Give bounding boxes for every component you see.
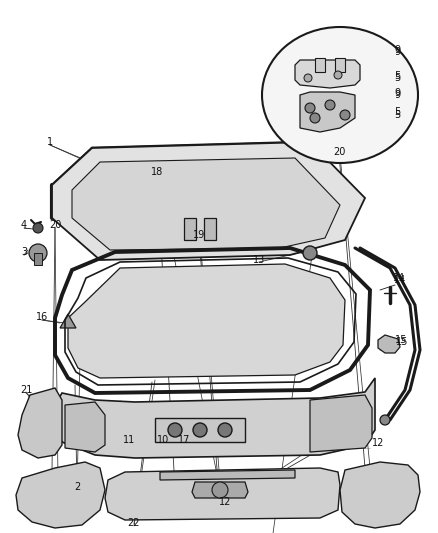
Text: 20: 20: [333, 147, 345, 157]
Circle shape: [325, 100, 335, 110]
Polygon shape: [55, 378, 375, 458]
Text: 18: 18: [151, 167, 163, 177]
Text: 22: 22: [128, 518, 140, 528]
Text: 16: 16: [36, 312, 48, 322]
Text: 1: 1: [47, 137, 53, 147]
Circle shape: [334, 71, 342, 79]
Circle shape: [33, 223, 43, 233]
Polygon shape: [155, 418, 245, 442]
Text: 3: 3: [21, 247, 27, 257]
Text: 10: 10: [157, 435, 169, 445]
Polygon shape: [160, 470, 295, 480]
Text: 11: 11: [123, 435, 135, 445]
Text: 9: 9: [394, 47, 400, 57]
Polygon shape: [65, 402, 105, 452]
Text: 20: 20: [49, 220, 61, 230]
Text: 15: 15: [395, 335, 407, 345]
Text: 19: 19: [193, 230, 205, 240]
Text: 21: 21: [20, 385, 32, 395]
Polygon shape: [18, 388, 62, 458]
Polygon shape: [378, 335, 400, 353]
Circle shape: [29, 244, 47, 262]
Polygon shape: [295, 60, 360, 88]
Circle shape: [218, 423, 232, 437]
Polygon shape: [315, 58, 325, 72]
Circle shape: [340, 110, 350, 120]
Ellipse shape: [262, 27, 418, 163]
Text: 12: 12: [372, 438, 384, 448]
Polygon shape: [52, 142, 365, 260]
Polygon shape: [340, 462, 420, 528]
Polygon shape: [72, 158, 340, 250]
Circle shape: [212, 482, 228, 498]
Circle shape: [168, 423, 182, 437]
Circle shape: [304, 74, 312, 82]
Text: 4: 4: [21, 220, 27, 230]
Text: 14: 14: [393, 273, 405, 283]
Text: 9: 9: [394, 88, 400, 98]
Polygon shape: [300, 92, 355, 132]
Polygon shape: [192, 482, 248, 498]
Polygon shape: [34, 253, 42, 265]
Text: 5: 5: [394, 110, 400, 120]
Polygon shape: [105, 468, 340, 520]
Text: 14: 14: [394, 275, 406, 285]
Text: 15: 15: [396, 337, 408, 347]
Circle shape: [310, 113, 320, 123]
Polygon shape: [16, 462, 105, 528]
Polygon shape: [335, 58, 345, 72]
Circle shape: [303, 246, 317, 260]
Text: 17: 17: [178, 435, 190, 445]
Circle shape: [193, 423, 207, 437]
Text: 9: 9: [394, 45, 400, 55]
Circle shape: [305, 103, 315, 113]
Text: 2: 2: [74, 482, 80, 492]
Circle shape: [380, 415, 390, 425]
Text: 13: 13: [253, 255, 265, 265]
Text: 5: 5: [394, 71, 400, 81]
Polygon shape: [184, 218, 196, 240]
Polygon shape: [204, 218, 216, 240]
Polygon shape: [310, 395, 372, 452]
Text: 9: 9: [394, 90, 400, 100]
Text: 5: 5: [394, 107, 400, 117]
Polygon shape: [60, 314, 76, 328]
Text: 5: 5: [394, 73, 400, 83]
Polygon shape: [68, 264, 345, 378]
Text: 12: 12: [219, 497, 231, 507]
